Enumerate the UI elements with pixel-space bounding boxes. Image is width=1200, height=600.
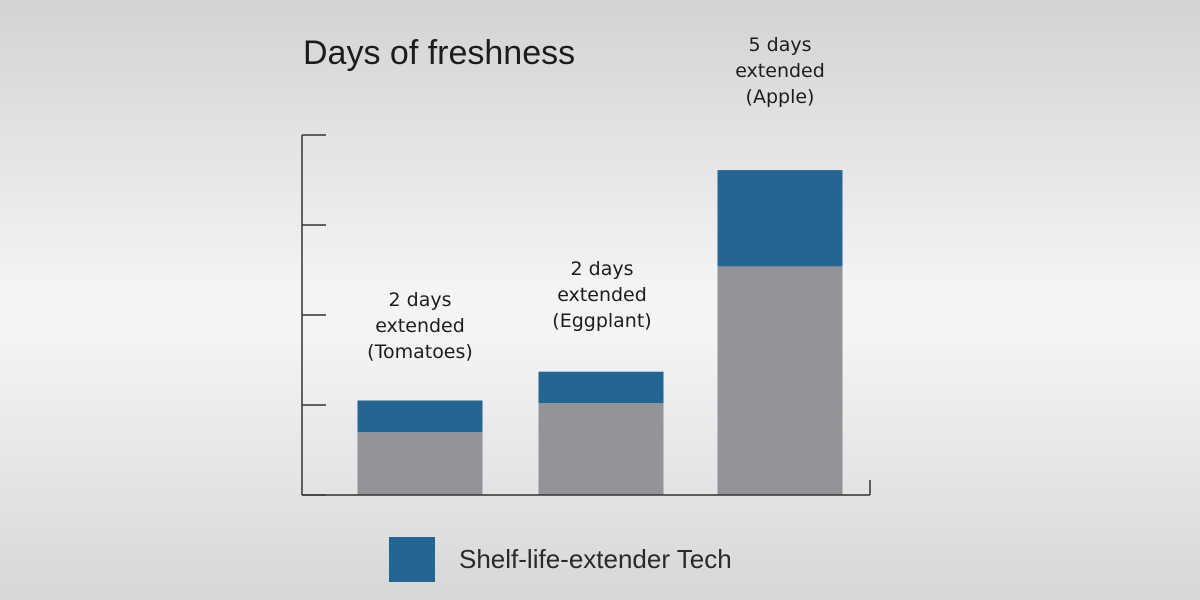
chart-title: Days of freshness xyxy=(303,34,576,72)
bar-tomatoes-extension xyxy=(357,400,483,432)
bar-tomatoes-base xyxy=(357,432,483,495)
annotation-line: (Tomatoes) xyxy=(367,341,473,363)
bar-eggplant-base xyxy=(538,403,664,495)
annotation-line: extended xyxy=(735,60,825,82)
chart-legend: Shelf-life-extender Tech xyxy=(389,537,732,582)
legend-swatch xyxy=(389,537,435,582)
annotation-line: extended xyxy=(375,315,465,337)
bar-annotation-tomatoes: 2 days extended (Tomatoes) xyxy=(335,287,505,365)
bar-apple-base xyxy=(717,266,843,495)
annotation-line: 2 days xyxy=(570,258,634,280)
bar-annotation-eggplant: 2 days extended (Eggplant) xyxy=(517,256,687,334)
annotation-line: 2 days xyxy=(388,289,452,311)
annotation-line: (Apple) xyxy=(745,86,815,108)
annotation-line: extended xyxy=(557,284,647,306)
bar-apple-extension xyxy=(717,170,843,267)
legend-label: Shelf-life-extender Tech xyxy=(459,544,732,574)
bar-annotation-apple: 5 days extended (Apple) xyxy=(695,32,865,110)
bar-eggplant-extension xyxy=(538,371,664,404)
annotation-line: 5 days xyxy=(748,34,812,56)
annotation-line: (Eggplant) xyxy=(552,310,652,332)
